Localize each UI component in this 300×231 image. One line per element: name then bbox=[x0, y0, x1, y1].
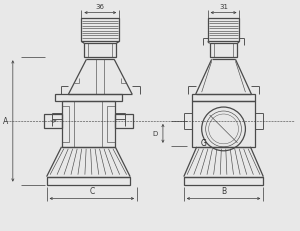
Text: 36: 36 bbox=[96, 4, 105, 10]
Bar bbox=[115, 115, 133, 128]
Text: C: C bbox=[89, 186, 94, 195]
Bar bbox=[55, 95, 122, 102]
Bar bbox=[208, 18, 239, 42]
Bar bbox=[44, 115, 62, 128]
Bar bbox=[61, 106, 70, 142]
Text: G: G bbox=[201, 139, 207, 148]
Text: A: A bbox=[3, 117, 8, 126]
Bar bbox=[184, 177, 263, 185]
Bar bbox=[46, 177, 130, 185]
Bar bbox=[81, 18, 119, 42]
Text: D: D bbox=[153, 131, 158, 137]
Bar bbox=[210, 44, 238, 58]
Bar bbox=[74, 102, 102, 147]
Bar bbox=[84, 44, 116, 58]
Text: B: B bbox=[221, 186, 226, 195]
Text: 31: 31 bbox=[219, 4, 228, 10]
Bar bbox=[192, 95, 255, 102]
Bar bbox=[192, 102, 255, 147]
Bar bbox=[107, 106, 115, 142]
Bar bbox=[61, 102, 115, 147]
